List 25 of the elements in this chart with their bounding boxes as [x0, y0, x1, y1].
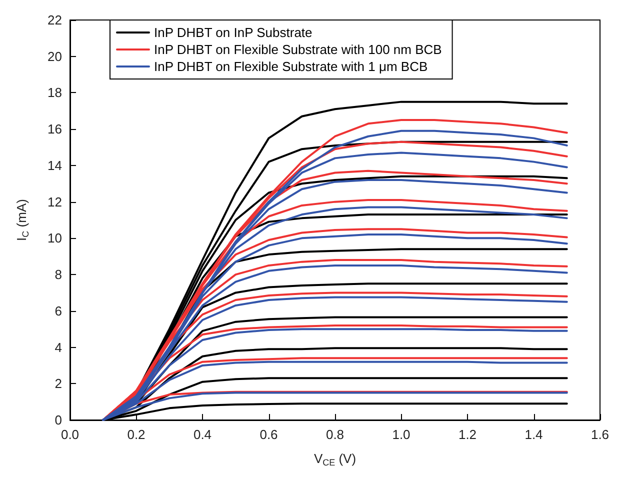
y-tick-label: 4 — [54, 340, 62, 355]
y-tick-label: 20 — [48, 48, 62, 64]
y-tick-label: 8 — [54, 267, 62, 282]
x-tick-label: 1.0 — [392, 427, 410, 442]
y-tick-label: 10 — [48, 230, 62, 246]
y-tick-label: 2 — [54, 376, 62, 392]
x-tick-label: 0.6 — [260, 427, 278, 442]
x-tick-label: 1.4 — [524, 427, 543, 442]
x-tick-label: 0.0 — [60, 427, 80, 442]
y-axis-title: IC (mA) — [14, 199, 30, 241]
y-tick-label: 6 — [54, 303, 62, 318]
x-tick-label: 1.2 — [458, 427, 477, 442]
x-tick-label: 1.6 — [590, 427, 610, 442]
y-tick-label: 0 — [54, 412, 62, 428]
legend-label: InP DHBT on Flexible Substrate with 100 nm BCB — [154, 42, 442, 57]
legend-label: InP DHBT on Flexible Substrate with 1 μm BCB — [154, 59, 428, 74]
y-tick-label: 18 — [48, 85, 62, 100]
y-tick-label: 14 — [48, 158, 62, 173]
y-tick-label: 16 — [48, 122, 62, 137]
y-tick-label: 22 — [48, 12, 62, 28]
x-tick-label: 0.2 — [127, 427, 146, 442]
x-tick-label: 0.8 — [326, 427, 344, 442]
y-tick-label: 12 — [48, 194, 62, 210]
x-tick-label: 0.4 — [193, 427, 212, 442]
legend-label: InP DHBT on InP Substrate — [154, 25, 312, 40]
